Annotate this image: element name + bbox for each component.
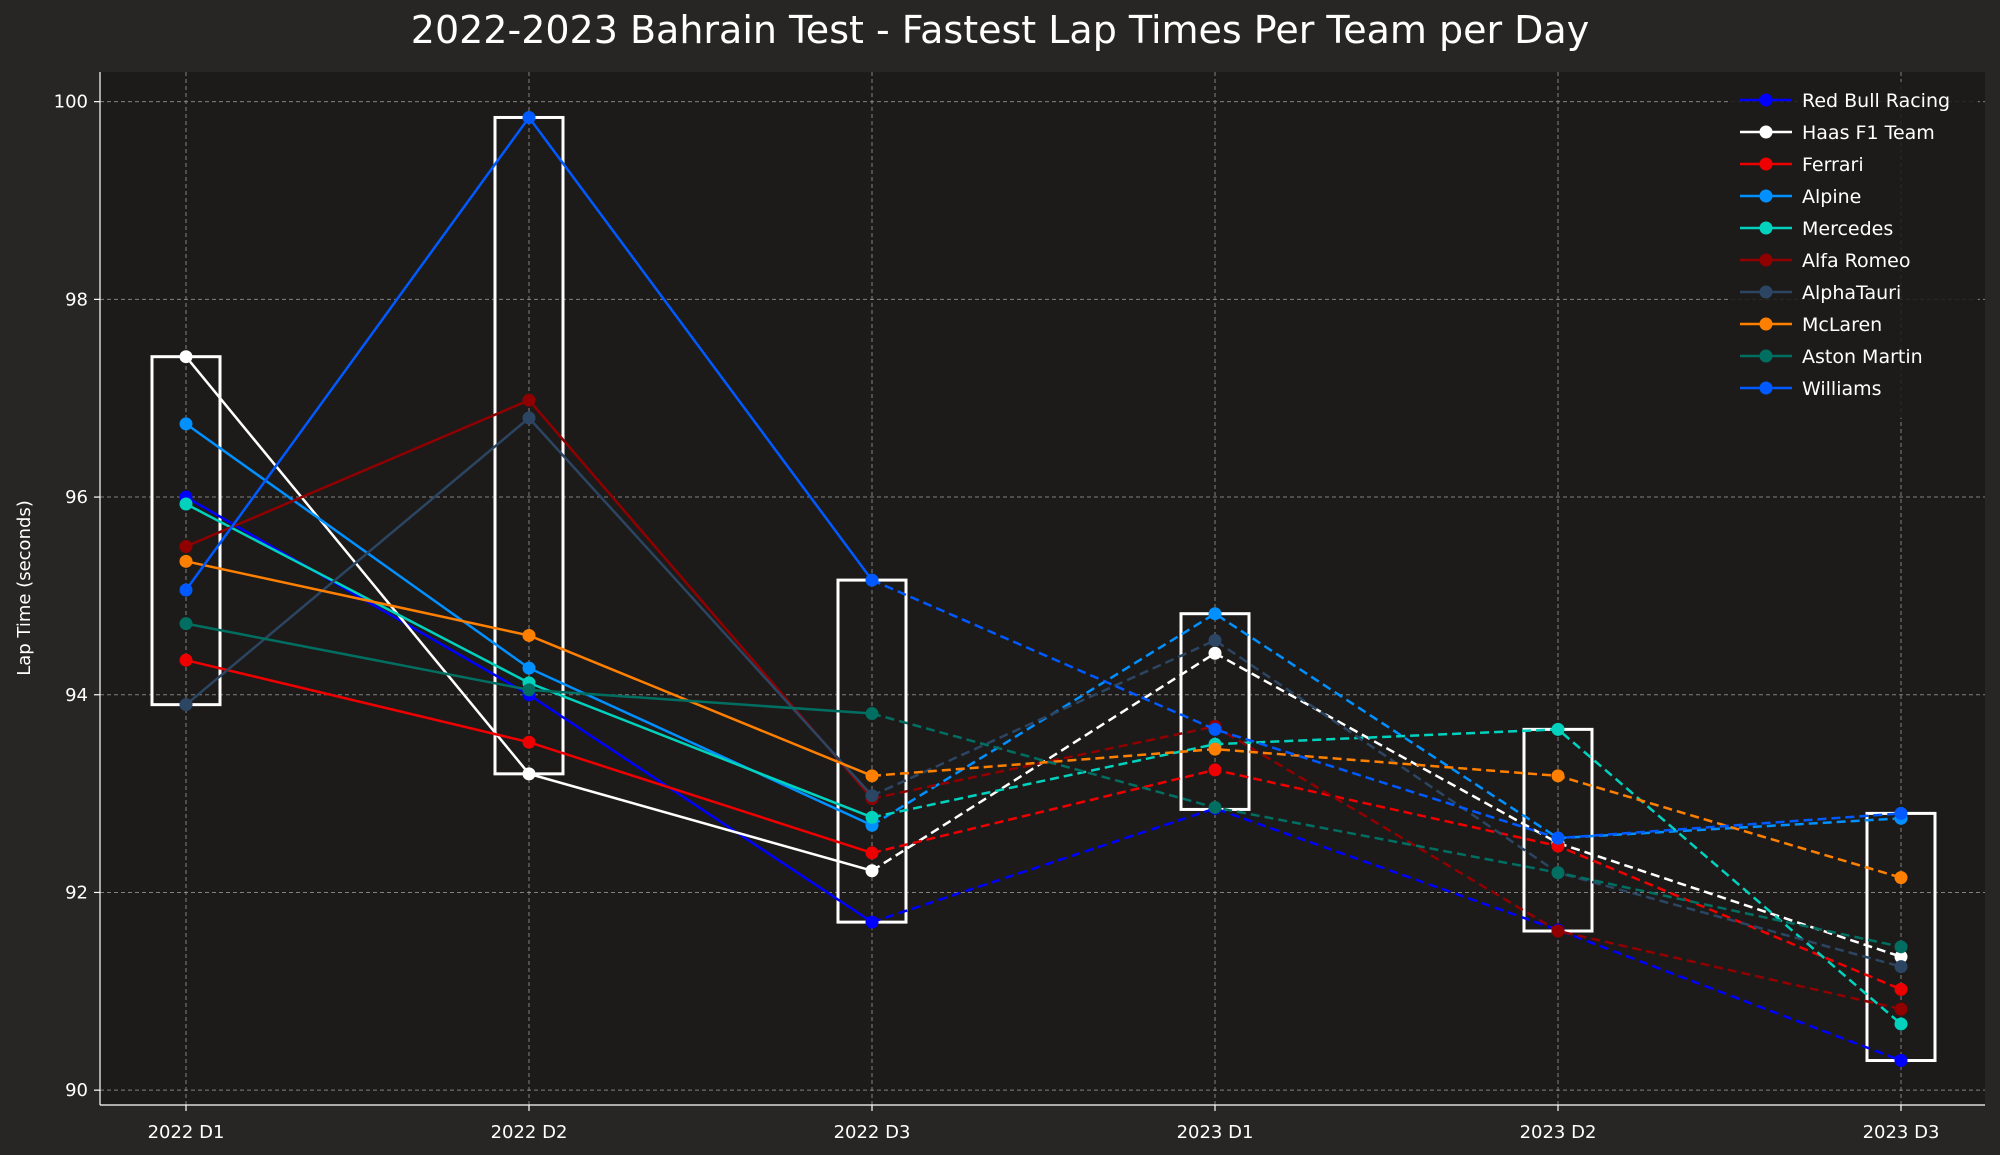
data-point	[1208, 607, 1222, 621]
data-point	[179, 617, 193, 631]
legend-marker	[1759, 285, 1773, 299]
data-point	[1208, 646, 1222, 660]
y-tick-label: 92	[65, 882, 88, 903]
legend-marker	[1759, 349, 1773, 363]
data-point	[1551, 924, 1565, 938]
legend-label: Ferrari	[1802, 154, 1864, 176]
data-point	[865, 846, 879, 860]
legend-marker	[1759, 253, 1773, 267]
x-tick-label: 2023 D3	[1863, 1122, 1940, 1143]
y-tick-label: 90	[65, 1080, 88, 1101]
data-point	[179, 653, 193, 667]
legend-label: Aston Martin	[1802, 346, 1923, 368]
plot-area	[100, 72, 1985, 1105]
data-point	[179, 417, 193, 431]
data-point	[179, 698, 193, 712]
data-point	[1894, 960, 1908, 974]
data-point	[522, 110, 536, 124]
data-point	[522, 411, 536, 425]
series-line-dashed	[871, 638, 1902, 968]
data-point	[865, 789, 879, 803]
legend-label: Alpine	[1802, 186, 1861, 208]
legend-marker	[1759, 317, 1773, 331]
series-lines	[179, 110, 1908, 1068]
legend-label: Williams	[1802, 378, 1882, 400]
data-point	[179, 583, 193, 597]
x-tick-label: 2023 D2	[1520, 1122, 1597, 1143]
series-line-dashed	[871, 728, 1902, 1025]
legend-marker	[1759, 189, 1773, 203]
y-axis-label: Lap Time (seconds)	[14, 500, 35, 676]
data-point	[179, 554, 193, 568]
data-point	[1894, 1017, 1908, 1031]
data-point	[1894, 940, 1908, 954]
legend-label: Mercedes	[1802, 218, 1893, 240]
data-point	[522, 393, 536, 407]
data-point	[1208, 633, 1222, 647]
data-point	[179, 539, 193, 553]
legend-marker	[1759, 221, 1773, 235]
legend-label: Alfa Romeo	[1802, 250, 1910, 272]
data-point	[522, 735, 536, 749]
data-point	[1551, 769, 1565, 783]
x-tick-label: 2022 D1	[148, 1122, 225, 1143]
legend-marker	[1759, 381, 1773, 395]
legend-label: AlphaTauri	[1802, 282, 1901, 304]
data-point	[179, 350, 193, 364]
series-line-dashed	[871, 768, 1902, 991]
data-point	[1894, 806, 1908, 820]
series-line-dashed	[871, 747, 1902, 879]
data-point	[865, 707, 879, 721]
legend: Red Bull Racing Haas F1 Team Ferrari Alpine…	[1730, 82, 1978, 418]
y-tick-label: 100	[54, 92, 88, 113]
legend-label: Haas F1 Team	[1802, 122, 1935, 144]
legend-marker	[1759, 93, 1773, 107]
data-point	[179, 497, 193, 511]
data-point	[1894, 1002, 1908, 1016]
y-tick-label: 98	[65, 289, 88, 310]
series-line-dashed	[871, 578, 1902, 840]
legend-marker	[1759, 157, 1773, 171]
x-tick-label: 2023 D1	[1177, 1122, 1254, 1143]
data-point	[1208, 763, 1222, 777]
data-point	[1551, 722, 1565, 736]
data-point	[1894, 871, 1908, 885]
y-tick-label: 94	[65, 685, 88, 706]
data-point	[865, 864, 879, 878]
legend-label: McLaren	[1802, 314, 1882, 336]
data-point	[1208, 742, 1222, 756]
data-point	[1551, 866, 1565, 880]
data-point	[1208, 800, 1222, 814]
legend-label: Red Bull Racing	[1802, 90, 1950, 112]
x-tick-label: 2022 D2	[491, 1122, 568, 1143]
chart-title: 2022-2023 Bahrain Test - Fastest Lap Tim…	[410, 8, 1590, 52]
data-point	[522, 683, 536, 697]
x-tick-label: 2022 D3	[834, 1122, 911, 1143]
legend-marker	[1759, 125, 1773, 139]
data-point	[522, 628, 536, 642]
data-point	[865, 810, 879, 824]
data-point	[1894, 1054, 1908, 1068]
data-point	[865, 915, 879, 929]
data-point	[1894, 982, 1908, 996]
series-line-dashed	[871, 612, 1902, 840]
y-tick-label: 96	[65, 487, 88, 508]
legend-box	[1730, 82, 1978, 418]
data-point	[1551, 831, 1565, 845]
axes: 90 92 94 96 98 100 2022 D1 2022 D2 2022 D3 2023 D…	[54, 72, 1985, 1143]
data-point	[1208, 722, 1222, 736]
data-point	[1894, 950, 1908, 964]
data-point	[865, 573, 879, 587]
data-point	[522, 661, 536, 675]
data-point	[865, 769, 879, 783]
data-point	[522, 767, 536, 781]
